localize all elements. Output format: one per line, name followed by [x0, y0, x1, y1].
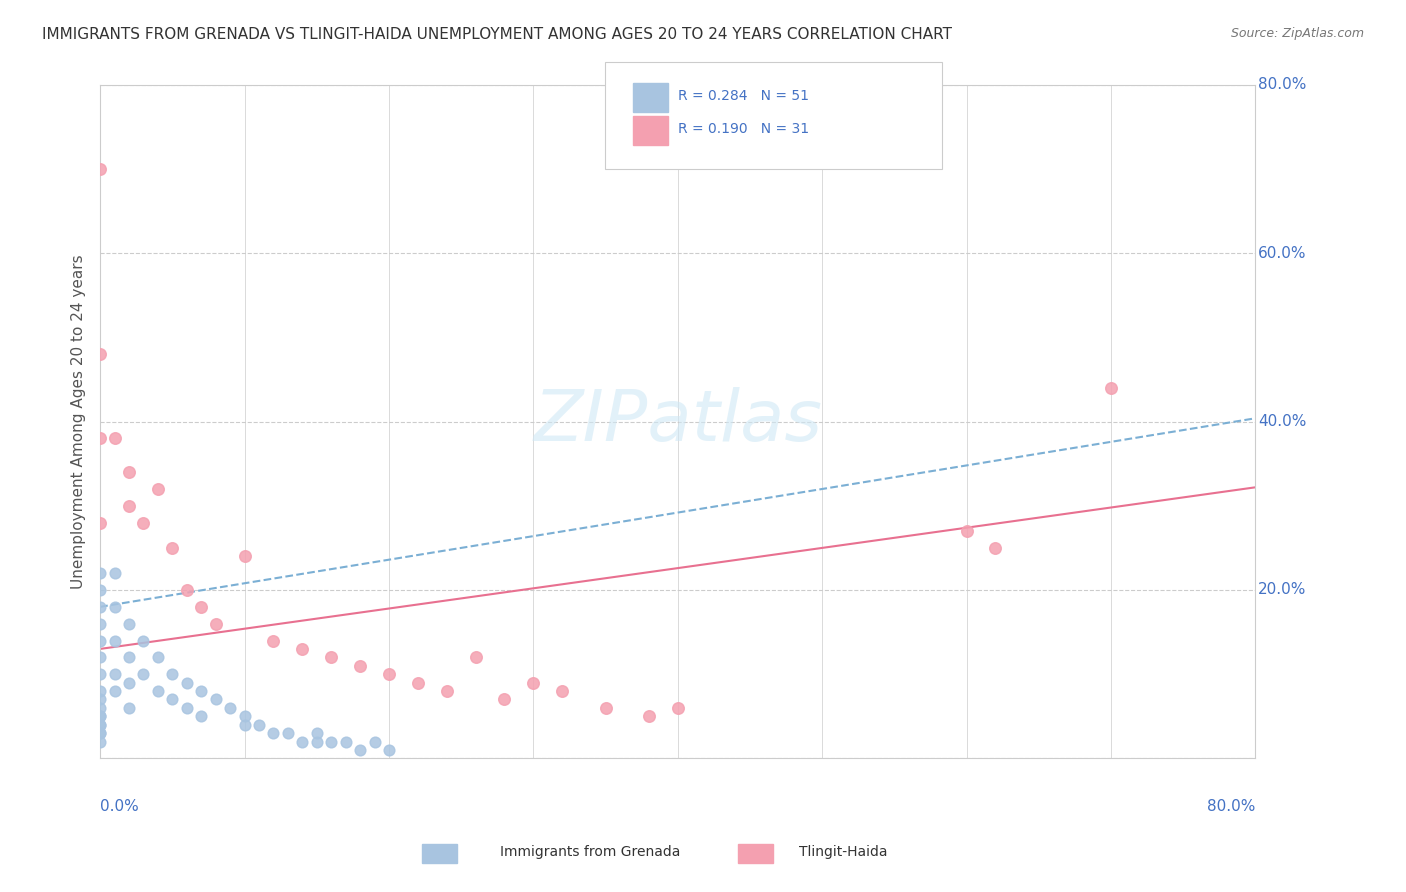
Point — [277, 726, 299, 740]
Point — [233, 717, 256, 731]
Point — [89, 432, 111, 446]
Point — [103, 667, 125, 681]
Point — [378, 667, 401, 681]
Point — [247, 717, 270, 731]
Point — [162, 692, 184, 706]
Point — [89, 162, 111, 177]
Text: R = 0.284   N = 51: R = 0.284 N = 51 — [678, 89, 808, 103]
Point — [406, 675, 429, 690]
Text: 80.0%: 80.0% — [1258, 78, 1306, 93]
Point — [118, 675, 141, 690]
Point — [233, 709, 256, 723]
Point — [190, 599, 212, 614]
Point — [103, 599, 125, 614]
Point — [118, 616, 141, 631]
Point — [305, 734, 328, 748]
Text: 0.0%: 0.0% — [100, 798, 139, 814]
Point — [146, 482, 169, 496]
Point — [132, 633, 155, 648]
Point — [89, 633, 111, 648]
Point — [89, 726, 111, 740]
Point — [349, 658, 371, 673]
Point — [118, 465, 141, 479]
Point — [984, 541, 1007, 555]
Text: R = 0.190   N = 31: R = 0.190 N = 31 — [678, 122, 808, 136]
Point — [666, 701, 689, 715]
Point — [103, 566, 125, 581]
Point — [103, 633, 125, 648]
Point — [89, 667, 111, 681]
Point — [436, 684, 458, 698]
Point — [262, 633, 284, 648]
Y-axis label: Unemployment Among Ages 20 to 24 years: Unemployment Among Ages 20 to 24 years — [72, 254, 86, 589]
Point — [118, 499, 141, 513]
Point — [89, 701, 111, 715]
Point — [363, 734, 385, 748]
Point — [118, 650, 141, 665]
Point — [522, 675, 544, 690]
Point — [89, 717, 111, 731]
Point — [89, 599, 111, 614]
Point — [638, 709, 661, 723]
Point — [146, 684, 169, 698]
Point — [89, 347, 111, 361]
Point — [233, 549, 256, 564]
Point — [378, 743, 401, 757]
Point — [204, 616, 226, 631]
Point — [89, 650, 111, 665]
Point — [176, 582, 198, 597]
Point — [118, 701, 141, 715]
Point — [89, 616, 111, 631]
Point — [305, 726, 328, 740]
Point — [89, 726, 111, 740]
Point — [955, 524, 977, 538]
Text: 80.0%: 80.0% — [1206, 798, 1256, 814]
Point — [219, 701, 242, 715]
Text: 40.0%: 40.0% — [1258, 414, 1306, 429]
Point — [89, 684, 111, 698]
Point — [162, 541, 184, 555]
Point — [146, 650, 169, 665]
Point — [89, 582, 111, 597]
Point — [190, 709, 212, 723]
Point — [89, 516, 111, 530]
Text: 20.0%: 20.0% — [1258, 582, 1306, 598]
Point — [162, 667, 184, 681]
Point — [464, 650, 486, 665]
Text: 60.0%: 60.0% — [1258, 246, 1306, 260]
Point — [89, 709, 111, 723]
Point — [551, 684, 574, 698]
Point — [262, 726, 284, 740]
Point — [349, 743, 371, 757]
Text: Immigrants from Grenada: Immigrants from Grenada — [501, 845, 681, 859]
Point — [335, 734, 357, 748]
Point — [494, 692, 516, 706]
Point — [103, 684, 125, 698]
Point — [103, 432, 125, 446]
Point — [321, 650, 343, 665]
Point — [291, 734, 314, 748]
Point — [89, 734, 111, 748]
Text: Tlingit-Haida: Tlingit-Haida — [800, 845, 887, 859]
Point — [176, 701, 198, 715]
Text: IMMIGRANTS FROM GRENADA VS TLINGIT-HAIDA UNEMPLOYMENT AMONG AGES 20 TO 24 YEARS : IMMIGRANTS FROM GRENADA VS TLINGIT-HAIDA… — [42, 27, 952, 42]
Point — [132, 516, 155, 530]
Point — [89, 717, 111, 731]
Point — [595, 701, 617, 715]
Point — [89, 566, 111, 581]
Point — [204, 692, 226, 706]
Point — [89, 709, 111, 723]
Point — [321, 734, 343, 748]
Point — [190, 684, 212, 698]
Point — [89, 692, 111, 706]
Text: ZIPatlas: ZIPatlas — [533, 387, 823, 456]
Point — [1099, 381, 1122, 395]
Text: Source: ZipAtlas.com: Source: ZipAtlas.com — [1230, 27, 1364, 40]
Point — [176, 675, 198, 690]
Point — [291, 641, 314, 656]
Point — [132, 667, 155, 681]
